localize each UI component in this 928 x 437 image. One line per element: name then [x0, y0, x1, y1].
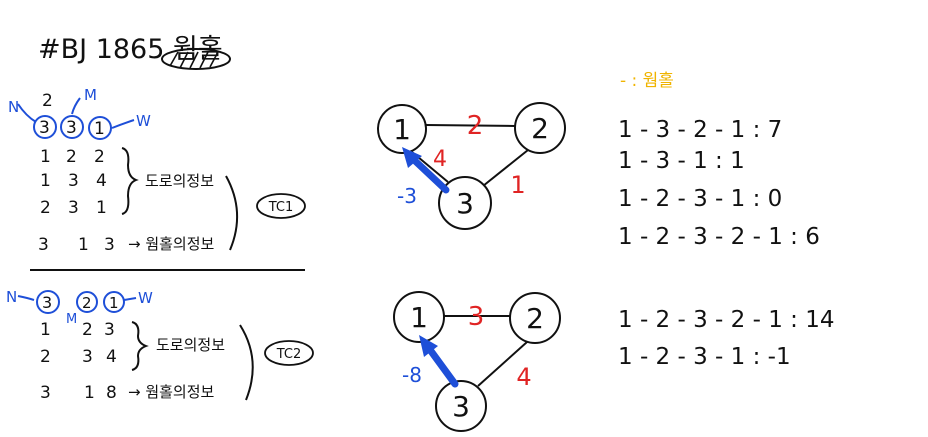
tc2-road-2-c: 4 [106, 347, 117, 367]
graph-2: 1 2 3 3 4 -8 [393, 291, 561, 432]
graph2-wormhole-arrowhead [419, 335, 438, 357]
graph2-node-1-label: 1 [410, 301, 428, 334]
graph1-wormhole-arrowhead [402, 147, 422, 168]
tc1-road-1-c: 2 [94, 147, 105, 167]
tc1-wormhole-e: 1 [78, 235, 89, 255]
tc1-group-bracket [225, 175, 239, 251]
tc1-roads-brace [121, 147, 139, 215]
tc1-wormhole-t: 3 [104, 235, 115, 255]
tc2-w-circle [103, 291, 125, 313]
tc2-block: N M W 3 2 1 1 2 3 2 3 4 도로의정보 3 1 8 → 웜홀… [6, 288, 314, 403]
tc2-badge: TC2 [276, 347, 302, 362]
tc2-header-m: 2 [82, 294, 92, 312]
path-4: 1 - 2 - 3 - 2 - 1 : 6 [618, 224, 820, 250]
tc2-wormhole-t: 8 [106, 383, 117, 403]
tc2-label-w: W [138, 289, 153, 307]
graph2-edge-2-3 [477, 341, 528, 387]
tc2-wormhole-e: 1 [84, 383, 95, 403]
path-6: 1 - 2 - 3 - 1 : -1 [618, 344, 791, 370]
tc2-badge-outline [264, 340, 314, 366]
path-5: 1 - 2 - 3 - 2 - 1 : 14 [618, 307, 835, 333]
tc2-label-m: M [66, 312, 77, 327]
graph1-node-3 [438, 176, 492, 230]
path-2: 1 - 3 - 1 : 1 [618, 148, 745, 174]
tc1-w-circle [88, 116, 112, 140]
tc2-road-1-a: 1 [40, 320, 51, 340]
tc1-road-2-c: 4 [96, 171, 107, 191]
tc2-roads-brace [131, 321, 149, 371]
tc1-n-pointer [17, 103, 37, 123]
tc1-road-1-b: 2 [66, 147, 77, 167]
tc2-wormhole-label: → 웜홀의정보 [128, 383, 215, 401]
graph2-node-1 [393, 291, 445, 343]
tc2-group-bracket [239, 324, 254, 401]
tc2-w-pointer [123, 297, 137, 301]
tc2-road-2-b: 3 [82, 347, 93, 367]
legend-wormhole: - : 웜홀 [620, 71, 674, 91]
graph1-wormhole-arrow [408, 154, 450, 194]
tc1-badge: TC1 [268, 200, 294, 215]
tc1-road-2-b: 3 [68, 171, 79, 191]
tc1-road-1-a: 1 [40, 147, 51, 167]
graph2-weight-1-2: 3 [468, 302, 485, 332]
tc1-road-3-a: 2 [40, 198, 51, 218]
graph1-edge-2-3 [482, 149, 529, 187]
graph1-wormhole-weight: -3 [397, 184, 417, 208]
tc2-road-1-c: 3 [104, 320, 115, 340]
tc1-road-label: 도로의정보 [145, 172, 214, 190]
tc1-m-pointer [71, 97, 81, 115]
graph1-node-3-label: 3 [456, 187, 474, 220]
tc1-label-m: M [84, 86, 97, 104]
graph2-node-3-label: 3 [452, 390, 470, 423]
tc2-road-label: 도로의정보 [156, 336, 225, 354]
tc2-wormhole-s: 3 [40, 383, 51, 403]
tc1-n-circle [33, 115, 57, 139]
graph1-edge-1-2 [425, 124, 516, 127]
graph1-node-2-label: 2 [531, 112, 549, 145]
graph2-node-3 [435, 380, 487, 432]
tc1-header-m: 3 [66, 118, 77, 138]
graph2-weight-2-3: 4 [516, 363, 531, 391]
tc1-label-n: N [8, 98, 19, 116]
tc1-m-circle [60, 115, 84, 139]
graph1-weight-1-2: 2 [467, 111, 484, 141]
tc1-road-2-a: 1 [40, 171, 51, 191]
graph2-wormhole-weight: -8 [402, 363, 422, 387]
tc1-wormhole-s: 3 [38, 235, 49, 255]
graph-1: 1 2 3 2 4 1 -3 [377, 102, 566, 230]
tc2-road-1-b: 2 [82, 320, 93, 340]
tc2-road-2-a: 2 [40, 347, 51, 367]
tc1-wormhole-label: → 웜홀의정보 [128, 235, 215, 253]
tc1-road-3-b: 3 [68, 198, 79, 218]
graph1-weight-2-3: 1 [510, 171, 525, 199]
tc2-n-pointer [17, 295, 35, 301]
graph1-node-1-label: 1 [393, 113, 411, 146]
tc2-m-circle [76, 291, 98, 313]
graph2-node-2-label: 2 [526, 302, 544, 335]
tc1-badge-outline [256, 193, 306, 219]
graph1-weight-1-3: 4 [433, 147, 447, 172]
title-hatch [169, 51, 219, 69]
path-3: 1 - 2 - 3 - 1 : 0 [618, 186, 782, 212]
tc1-block: N M W 2 3 3 1 1 2 2 1 3 4 2 3 1 도로의정보 [8, 86, 306, 255]
graph1-node-1 [377, 104, 427, 154]
tc1-w-pointer [111, 119, 135, 129]
tc1-label-w: W [136, 112, 151, 130]
tc2-header-n: 3 [42, 293, 52, 312]
tc2-header-w: 1 [109, 294, 119, 312]
graph1-node-2 [514, 102, 566, 154]
tc2-n-circle [36, 290, 60, 314]
tc1-header-w: 1 [94, 119, 105, 139]
path-1: 1 - 3 - 2 - 1 : 7 [618, 117, 782, 143]
graph2-node-2 [509, 292, 561, 344]
graph2-wormhole-arrow [424, 343, 459, 388]
tc2-label-n: N [6, 288, 17, 306]
tc1-n-value: 2 [42, 91, 53, 111]
tc1-header-n: 3 [39, 118, 50, 138]
tc1-road-3-c: 1 [96, 198, 107, 218]
paths-tc2: 1 - 2 - 3 - 2 - 1 : 14 1 - 2 - 3 - 1 : -… [618, 307, 835, 370]
title-underline-scribble [161, 48, 231, 70]
paths-tc1: 1 - 3 - 2 - 1 : 7 1 - 3 - 1 : 1 1 - 2 - … [618, 117, 820, 250]
